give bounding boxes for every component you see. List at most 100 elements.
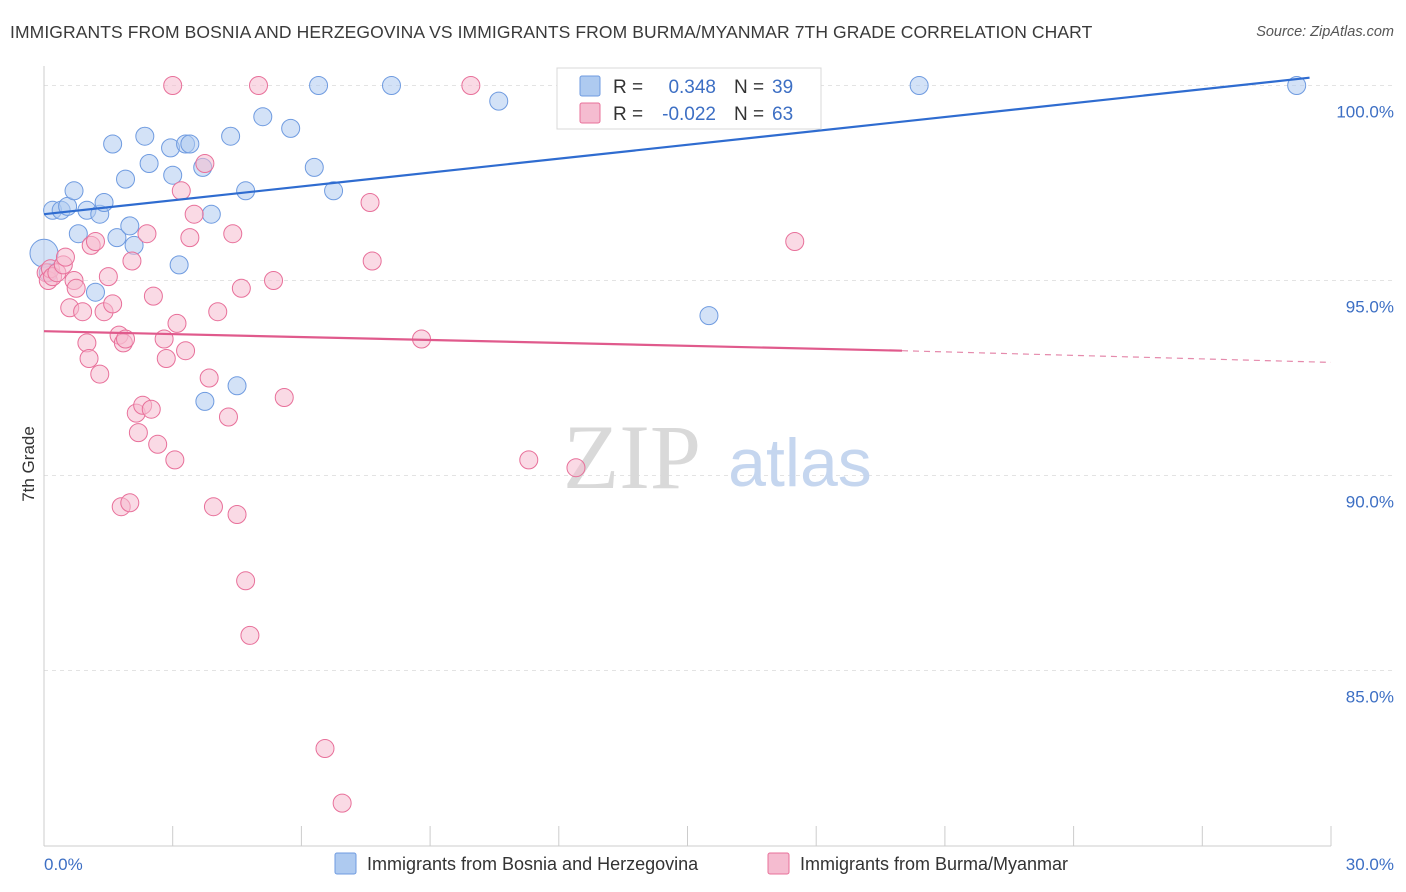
point-burma — [122, 251, 142, 271]
data-points — [29, 76, 1307, 813]
axes — [43, 66, 1332, 847]
series-swatch-burma — [767, 852, 790, 875]
point-bosnia — [135, 126, 155, 146]
point-burma — [218, 407, 238, 427]
series-label-bosnia: Immigrants from Bosnia and Herzegovina — [367, 854, 699, 874]
point-burma — [785, 232, 805, 251]
y-tick-label: 90.0% — [1346, 493, 1394, 512]
point-burma — [167, 313, 187, 333]
point-burma — [240, 625, 260, 645]
point-bosnia — [120, 216, 140, 236]
watermark-zip: ZIP — [563, 406, 701, 508]
point-burma — [141, 399, 161, 419]
point-bosnia — [309, 76, 329, 95]
x-tick-max: 30.0% — [1346, 855, 1394, 874]
trend-line-burma-extension — [901, 350, 1332, 363]
point-burma — [156, 349, 176, 368]
y-tick-labels: 85.0% 90.0% 95.0% 100.0% — [1336, 103, 1394, 707]
legend-n-value-1: 39 — [772, 77, 793, 98]
legend-r-label-1: R = — [613, 77, 643, 98]
point-bosnia — [381, 76, 401, 95]
point-bosnia — [1287, 76, 1307, 95]
point-burma — [274, 388, 294, 407]
point-bosnia — [116, 169, 136, 189]
point-burma — [461, 76, 481, 95]
point-burma — [176, 341, 196, 361]
y-tick-label: 85.0% — [1346, 688, 1394, 707]
point-burma — [360, 193, 380, 212]
point-burma — [163, 76, 183, 95]
point-burma — [85, 232, 105, 251]
trend-line-bosnia — [43, 76, 1310, 216]
point-burma — [249, 76, 268, 95]
point-bosnia — [103, 134, 123, 154]
point-bosnia — [85, 282, 105, 302]
point-burma — [180, 228, 200, 248]
point-bosnia — [304, 157, 324, 177]
point-bosnia — [195, 391, 215, 411]
point-bosnia — [139, 154, 159, 173]
point-bosnia — [324, 181, 344, 201]
point-burma — [137, 224, 157, 244]
legend-r-value-1: 0.348 — [668, 77, 716, 98]
series-swatch-bosnia — [334, 852, 357, 875]
trend-line-burma — [43, 330, 903, 352]
point-bosnia — [180, 134, 200, 154]
point-bosnia — [281, 118, 301, 138]
point-burma — [98, 267, 118, 287]
series-label-burma: Immigrants from Burma/Myanmar — [800, 854, 1068, 874]
x-tick-labels: 0.0% 30.0% — [44, 855, 1394, 874]
watermark-atlas: atlas — [728, 425, 872, 501]
point-burma — [103, 294, 123, 314]
point-burma — [148, 434, 168, 454]
point-burma — [315, 739, 335, 758]
point-bosnia — [699, 306, 719, 326]
legend-n-label-2: N = — [734, 104, 764, 125]
y-tick-label: 95.0% — [1346, 298, 1394, 317]
legend-swatch-bosnia — [579, 75, 601, 97]
legend-r-label-2: R = — [613, 104, 643, 125]
point-burma — [171, 181, 191, 201]
stats-legend: R = 0.348 N = 39 R = -0.022 N = 63 — [556, 67, 822, 130]
point-burma — [231, 278, 251, 298]
legend-r-value-2: -0.022 — [662, 104, 716, 125]
chart-title: IMMIGRANTS FROM BOSNIA AND HERZEGOVINA V… — [10, 22, 1093, 42]
point-burma — [120, 493, 140, 513]
point-burma — [195, 154, 215, 173]
point-burma — [236, 571, 256, 591]
point-bosnia — [227, 376, 247, 396]
point-burma — [77, 333, 97, 353]
series-legend: Immigrants from Bosnia and Herzegovina I… — [334, 852, 1068, 875]
point-burma — [199, 368, 219, 388]
point-burma — [566, 458, 586, 478]
point-burma — [184, 204, 204, 224]
point-burma — [128, 423, 148, 443]
point-bosnia — [68, 224, 88, 244]
point-burma — [208, 302, 228, 322]
x-tick-min: 0.0% — [44, 855, 83, 874]
point-burma — [519, 450, 539, 470]
point-burma — [79, 349, 99, 368]
legend-n-value-2: 63 — [772, 104, 793, 125]
legend-n-label-1: N = — [734, 77, 764, 98]
point-burma — [55, 247, 75, 267]
point-bosnia — [169, 255, 189, 275]
watermark: ZIP atlas — [563, 406, 872, 508]
y-axis-label: 7th Grade — [19, 426, 38, 502]
point-burma — [90, 364, 110, 384]
trend-lines — [43, 76, 1332, 363]
point-bosnia — [253, 107, 273, 127]
point-burma — [165, 450, 185, 470]
point-burma — [116, 329, 136, 349]
point-burma — [143, 286, 163, 306]
point-bosnia — [163, 165, 183, 185]
legend-swatch-burma — [579, 102, 601, 124]
point-burma — [264, 271, 284, 290]
chart-source: Source: ZipAtlas.com — [1256, 24, 1394, 40]
point-burma — [362, 251, 382, 271]
point-bosnia — [107, 228, 127, 248]
point-burma — [332, 793, 352, 813]
point-bosnia — [221, 126, 241, 146]
point-bosnia — [64, 181, 84, 201]
